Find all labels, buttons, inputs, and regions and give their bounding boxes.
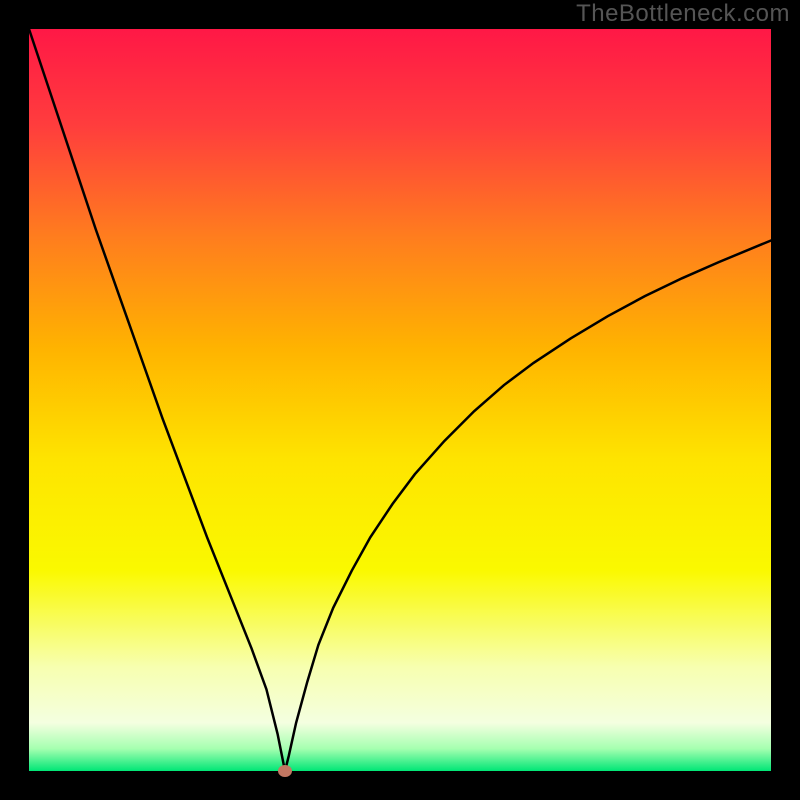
watermark-text: TheBottleneck.com: [576, 0, 790, 28]
bottleneck-chart: [0, 0, 800, 800]
optimal-point-marker: [278, 765, 292, 777]
chart-gradient-area: [29, 29, 771, 771]
